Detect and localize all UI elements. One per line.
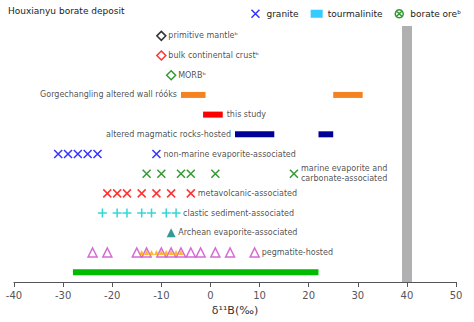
svg-text:primitive mantleᵇ: primitive mantleᵇ bbox=[168, 31, 238, 40]
svg-text:pegmatite-hosted: pegmatite-hosted bbox=[262, 248, 333, 257]
svg-text:Archean evaporite-associated: Archean evaporite-associated bbox=[178, 228, 297, 237]
svg-text:-20: -20 bbox=[104, 290, 120, 301]
svg-text:tourmalinite: tourmalinite bbox=[328, 9, 383, 19]
svg-text:altered magmatic rocks-hosted: altered magmatic rocks-hosted bbox=[106, 130, 231, 139]
svg-text:bulk continental crustᵇ: bulk continental crustᵇ bbox=[168, 51, 259, 60]
svg-text:30: 30 bbox=[351, 290, 364, 301]
svg-text:carbonate-associated: carbonate-associated bbox=[301, 174, 387, 183]
svg-text:Gorgechangling altered wall ró: Gorgechangling altered wall róóks bbox=[40, 89, 177, 99]
svg-text:-10: -10 bbox=[153, 290, 169, 301]
svg-text:Houxianyu borate deposit: Houxianyu borate deposit bbox=[8, 6, 125, 16]
svg-text:granite: granite bbox=[266, 9, 299, 19]
svg-text:this study: this study bbox=[227, 110, 267, 119]
svg-text:clastic sediment-associated: clastic sediment-associated bbox=[183, 209, 294, 218]
svg-text:MORBᵇ: MORBᵇ bbox=[178, 71, 206, 80]
svg-text:metavolcanic-associated: metavolcanic-associated bbox=[198, 189, 297, 198]
svg-text:marine evaporite and: marine evaporite and bbox=[301, 164, 387, 173]
svg-text:0: 0 bbox=[207, 290, 213, 301]
svg-text:borate oreᵇ: borate oreᵇ bbox=[410, 9, 461, 19]
svg-text:50: 50 bbox=[450, 290, 463, 301]
svg-text:δ¹¹B(‰): δ¹¹B(‰) bbox=[212, 304, 258, 317]
svg-text:40: 40 bbox=[401, 290, 414, 301]
svg-text:-40: -40 bbox=[6, 290, 22, 301]
svg-text:10: 10 bbox=[253, 290, 266, 301]
svg-text:20: 20 bbox=[302, 290, 315, 301]
svg-text:non-marine evaporite-associate: non-marine evaporite-associated bbox=[163, 150, 295, 159]
svg-text:-30: -30 bbox=[55, 290, 71, 301]
